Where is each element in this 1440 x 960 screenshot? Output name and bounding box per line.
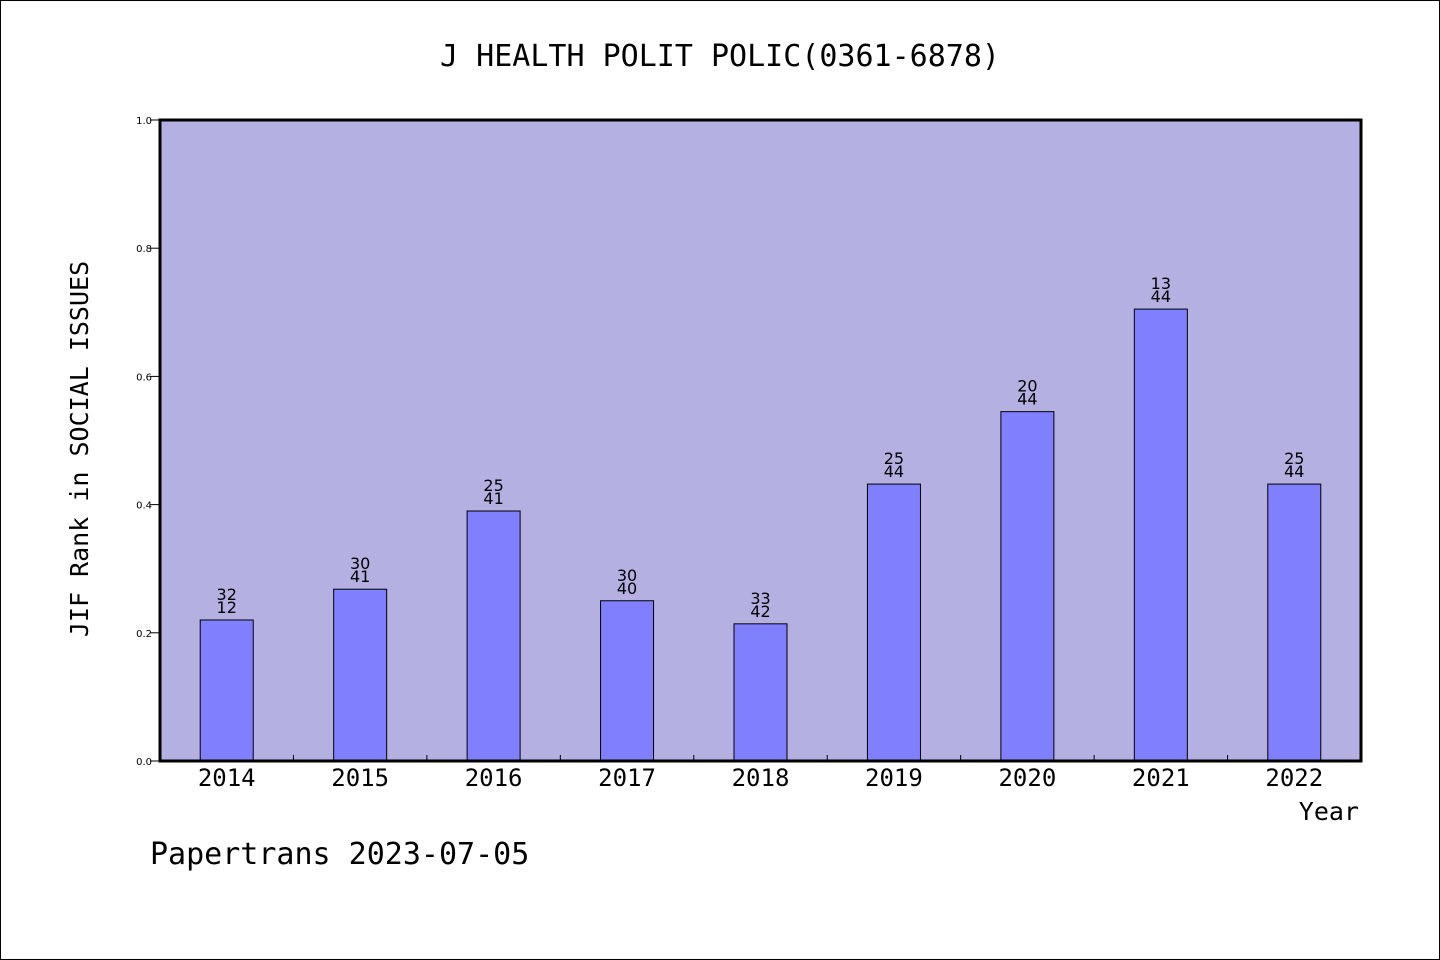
y-tick-label: 1.0: [136, 116, 152, 127]
bar-2014: [199, 619, 254, 762]
x-tick-label-2015: 2015: [331, 764, 389, 792]
chart-title: J HEALTH POLIT POLIC(0361-6878): [440, 39, 1000, 74]
bar-2018: [733, 623, 788, 762]
bar-2021: [1133, 308, 1188, 762]
x-tick-label-2016: 2016: [465, 764, 523, 792]
bar-label-bottom-2018: 42: [750, 602, 770, 621]
x-tick-label-2014: 2014: [198, 764, 256, 792]
bar-label-top-2015: 30: [350, 554, 370, 573]
bar-2022: [1267, 483, 1322, 762]
x-tick-label-2017: 2017: [598, 764, 656, 792]
x-axis-title: Year: [1299, 797, 1359, 826]
x-tick-label-2020: 2020: [998, 764, 1056, 792]
x-axis: 2014 2015 2016 2017 2018 2019 2020 2021 2022: [198, 755, 1323, 792]
bar-label-top-2018: 33: [750, 589, 770, 608]
y-axis: 0.0 0.2 0.4 0.6 0.8 1.0: [136, 116, 160, 768]
bar-label-top-2016: 25: [483, 476, 503, 495]
footer-credit: Papertrans 2023-07-05: [150, 837, 529, 872]
bar-label-top-2014: 32: [217, 585, 237, 604]
bar-label-top-2022: 25: [1284, 449, 1304, 468]
x-tick-label-2019: 2019: [865, 764, 923, 792]
bar-label-bottom-2017: 40: [617, 579, 637, 598]
y-tick-label: 0.4: [136, 501, 152, 512]
y-tick-label: 0.0: [136, 757, 152, 768]
bars-group: [199, 308, 1322, 762]
bar-2016: [466, 510, 521, 762]
plot-border: [158, 118, 1363, 763]
bar-2019: [866, 483, 921, 762]
x-tick-label-2018: 2018: [732, 764, 790, 792]
bar-label-bottom-2014: 12: [217, 598, 237, 617]
y-tick-label: 0.8: [136, 244, 152, 255]
bar-label-bottom-2016: 41: [483, 489, 503, 508]
y-axis-title: JIF Rank in SOCIAL ISSUES: [65, 261, 94, 637]
bar-label-top-2019: 25: [884, 449, 904, 468]
y-tick-label: 0.6: [136, 372, 152, 383]
bar-2017: [600, 600, 655, 762]
bar-label-bottom-2019: 44: [884, 462, 904, 481]
bar-label-top-2020: 20: [1017, 377, 1037, 396]
y-tick-label: 0.2: [136, 629, 152, 640]
bar-label-bottom-2020: 44: [1017, 390, 1037, 409]
bar-label-bottom-2015: 41: [350, 567, 370, 586]
bar-label-bottom-2022: 44: [1284, 462, 1304, 481]
bar-2020: [1000, 411, 1055, 762]
bar-label-top-2021: 13: [1151, 274, 1171, 293]
bar-label-bottom-2021: 44: [1151, 287, 1171, 306]
bar-label-top-2017: 30: [617, 566, 637, 585]
bar-2015: [333, 588, 388, 762]
x-tick-label-2021: 2021: [1132, 764, 1190, 792]
x-tick-label-2022: 2022: [1265, 764, 1323, 792]
